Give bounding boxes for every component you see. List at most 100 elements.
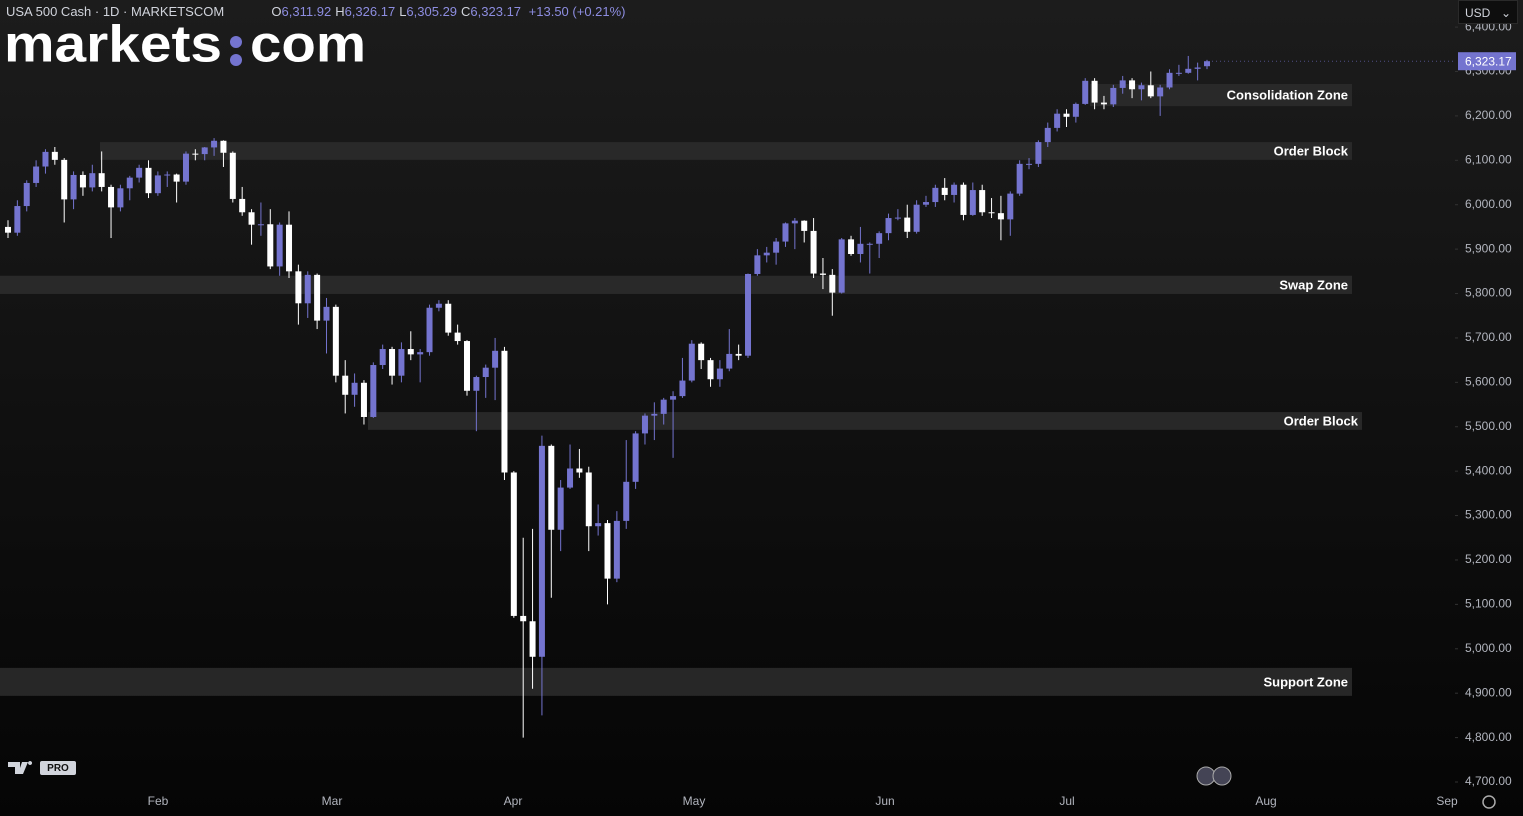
candle-body [801, 220, 808, 231]
candle-body [1138, 85, 1145, 90]
candle-body [1204, 61, 1210, 67]
ohlc-value: 6,326.17 [344, 4, 396, 19]
symbol: USA 500 Cash · 1D · MARKETSCOM [6, 4, 225, 19]
candle-body [951, 184, 958, 195]
candle-body [1072, 103, 1079, 117]
candle-body [370, 365, 377, 417]
candle-body [1110, 87, 1117, 105]
candle-body [670, 396, 677, 400]
ohlc-key: L [399, 4, 407, 19]
candle-body [182, 153, 189, 182]
y-tick-label: 4,700.00 [1465, 774, 1512, 788]
candle-body [136, 167, 143, 178]
zone-label: Order Block [1284, 413, 1359, 428]
candle-body [417, 352, 424, 355]
candle-body [660, 399, 667, 414]
candle-body [585, 472, 592, 527]
y-tick-label: 5,300.00 [1465, 508, 1512, 522]
candle-body [145, 167, 152, 194]
candle-body [61, 159, 68, 200]
candle-body [229, 152, 236, 199]
candle-body [1016, 163, 1023, 194]
candle-body [51, 151, 58, 160]
candle-body [1026, 163, 1033, 165]
logo: markets com [4, 16, 366, 74]
candle-body [913, 204, 920, 232]
candle-body [576, 468, 583, 473]
candle-body [435, 303, 442, 308]
candle-body [1147, 85, 1154, 97]
candle-body [941, 187, 948, 195]
candle-body [969, 190, 976, 215]
candle-body [791, 220, 798, 224]
candle-body [1100, 102, 1107, 105]
candle-body [520, 615, 527, 622]
ohlc-value: 6,311.92 [281, 4, 332, 19]
logo-text: markets [4, 16, 222, 74]
event-icon[interactable] [1196, 766, 1216, 786]
candle-body [286, 224, 293, 272]
candle-body [1119, 80, 1126, 88]
candle-body [745, 273, 752, 356]
candle-body [1129, 80, 1136, 90]
y-tick-label: 5,800.00 [1465, 286, 1512, 300]
candle-body [201, 147, 208, 155]
candle-body [904, 217, 911, 232]
y-tick-label: 6,000.00 [1465, 197, 1512, 211]
ohlc-value: 6,305.29 [406, 4, 458, 19]
ohlc-key: O [271, 4, 282, 19]
candle-body [108, 186, 115, 208]
candle-body [1194, 67, 1201, 69]
logo-dot [230, 54, 242, 66]
x-tick-label: Feb [148, 794, 169, 808]
candle-body [876, 233, 883, 244]
legend: USA 500 Cash · 1D · MARKETSCOM O6,311.92… [6, 4, 630, 19]
candle-body [735, 353, 742, 356]
candle-body [126, 177, 133, 189]
candle-body [651, 413, 658, 416]
candle-body [220, 140, 227, 153]
candle-body [164, 174, 171, 176]
candle-body [473, 377, 480, 391]
candle-body [819, 273, 826, 275]
candle-body [960, 184, 967, 215]
candle-body [267, 224, 274, 267]
zone [0, 667, 1352, 696]
event-icon[interactable] [1212, 766, 1232, 786]
candle-body [445, 303, 452, 333]
candle-body [501, 350, 508, 473]
zone-label: Swap Zone [1279, 277, 1348, 292]
currency-select[interactable]: USD ⌄ [1458, 0, 1518, 24]
logo-dot [230, 36, 242, 48]
tv-logo: PRO [8, 761, 76, 775]
candle-body [538, 445, 545, 657]
candle-body [641, 415, 648, 434]
candle-body [98, 173, 105, 187]
y-tick-label: 4,900.00 [1465, 685, 1512, 699]
y-tick-label: 6,100.00 [1465, 152, 1512, 166]
candle-body [117, 188, 124, 208]
tv-icon [8, 761, 33, 774]
candle-body [314, 274, 321, 321]
candle-body [979, 190, 986, 213]
ohlc-value: 6,323.17 [470, 4, 522, 19]
candle-body [1185, 68, 1192, 73]
candle-body [510, 472, 517, 616]
zone-label: Order Block [1274, 143, 1349, 158]
candle-body [632, 433, 639, 482]
candle-body [922, 202, 929, 205]
settings-icon[interactable] [1482, 795, 1496, 809]
candle-body [866, 243, 873, 245]
candle-body [557, 487, 564, 530]
candle-body [1063, 113, 1070, 117]
candle-body [33, 166, 40, 183]
candle-body [154, 175, 161, 194]
zone [1090, 83, 1352, 107]
badge [40, 761, 76, 775]
chevron: ⌄ [1500, 6, 1511, 20]
candle-body [257, 224, 264, 226]
candle-body [988, 212, 995, 214]
badge-text: PRO [47, 763, 69, 774]
price-tag [1458, 52, 1516, 71]
